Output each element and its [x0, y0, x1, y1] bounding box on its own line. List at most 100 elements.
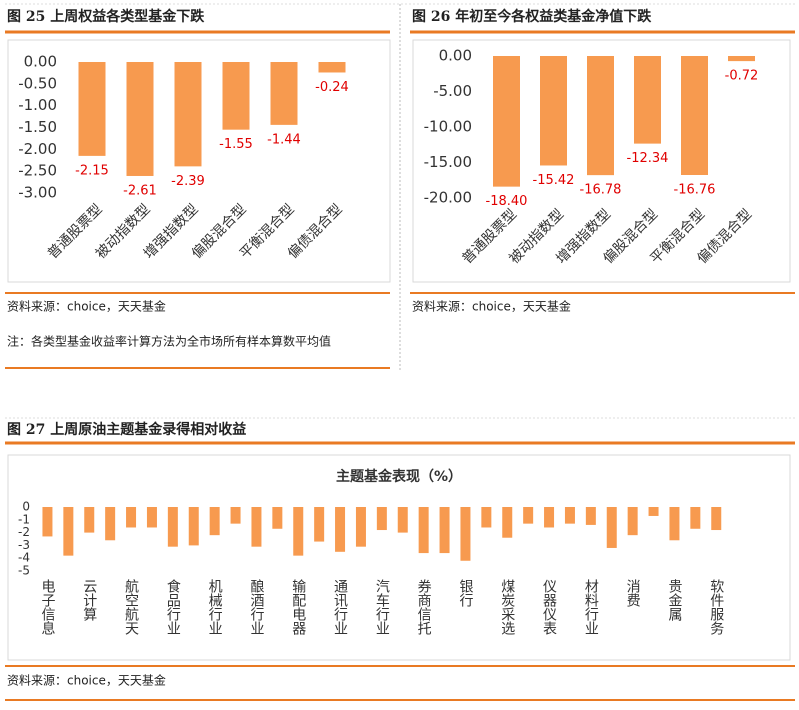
x-tick-label: 通讯行业 — [332, 579, 348, 635]
x-tick-label: 航空航天 — [123, 579, 139, 635]
data-label: -15.42 — [533, 173, 575, 188]
x-tick-label: 电子信息 — [39, 579, 55, 635]
data-label: -2.61 — [123, 183, 157, 198]
bar — [627, 507, 638, 536]
bar — [493, 56, 520, 187]
x-tick-label: 输配电器 — [290, 579, 306, 635]
bar — [270, 62, 298, 125]
bar — [376, 507, 387, 531]
y-tick-label: 0 — [22, 500, 30, 514]
figure-caption: 图 25 上周权益各类型基金下跌 — [7, 8, 205, 25]
x-tick-label: 软件服务 — [708, 579, 724, 635]
figure-caption: 图 26 年初至今各权益类基金净值下跌 — [412, 8, 652, 25]
bar — [230, 507, 241, 524]
bar — [460, 507, 471, 561]
note-text: 注：各类型基金收益率计算方法为全市场所有样本算数平均值 — [7, 334, 331, 349]
figure-caption: 图 27 上周原油主题基金录得相对收益 — [7, 421, 246, 438]
bar — [587, 56, 614, 176]
data-label: -2.39 — [171, 174, 205, 189]
source-rule — [5, 665, 795, 667]
chart-title: 主题基金表现（%） — [336, 468, 462, 485]
y-tick-label: 0.00 — [439, 47, 472, 65]
y-tick-label: -15.00 — [424, 153, 472, 171]
chart-frame — [7, 454, 791, 661]
source-text: 资料来源：choice，天天基金 — [7, 299, 166, 314]
y-tick-label: -1 — [18, 512, 30, 526]
x-tick-label: 材料行业 — [583, 579, 599, 635]
bar — [540, 56, 567, 166]
data-label: -0.24 — [315, 80, 349, 95]
data-label: -1.44 — [267, 132, 301, 147]
bar — [681, 56, 708, 175]
bar — [648, 507, 659, 516]
x-tick-label: 仪器仪表 — [541, 579, 557, 635]
bar — [544, 507, 555, 528]
source-rule — [410, 292, 795, 294]
y-tick-label: -2 — [18, 525, 30, 539]
x-tick-label: 云计算 — [81, 579, 97, 621]
bar — [314, 507, 325, 542]
bar — [222, 62, 250, 130]
bar — [209, 507, 220, 536]
data-label: -16.76 — [674, 182, 716, 197]
bar — [126, 507, 137, 528]
bar — [126, 62, 154, 176]
y-tick-label: -1.00 — [18, 96, 57, 114]
bar — [42, 507, 53, 537]
bar — [146, 507, 157, 528]
data-label: -12.34 — [627, 151, 669, 166]
data-label: -16.78 — [580, 183, 622, 198]
bar — [335, 507, 346, 552]
bar — [502, 507, 513, 538]
caption-rule — [5, 441, 795, 445]
data-label: -1.55 — [219, 137, 253, 152]
bar — [481, 507, 492, 528]
bar — [439, 507, 450, 554]
y-tick-label: -0.50 — [18, 74, 57, 92]
y-tick-label: -20.00 — [424, 189, 472, 207]
bar — [585, 507, 596, 525]
end-rule — [5, 367, 390, 369]
bar — [669, 507, 680, 541]
y-tick-label: -5 — [18, 564, 30, 578]
bar — [293, 507, 304, 556]
bar — [523, 507, 534, 524]
x-tick-label: 券商信托 — [416, 579, 432, 635]
bar — [174, 62, 202, 167]
x-tick-label: 机械行业 — [207, 579, 223, 635]
bar — [728, 56, 755, 62]
data-label: -0.72 — [725, 69, 759, 84]
bar — [272, 507, 283, 529]
y-tick-label: -5.00 — [433, 82, 472, 100]
source-rule — [5, 292, 390, 294]
bar — [418, 507, 429, 554]
y-tick-label: -4 — [18, 551, 30, 565]
source-text: 资料来源：choice，天天基金 — [7, 673, 166, 688]
bar — [606, 507, 617, 548]
bar — [690, 507, 701, 529]
source-text: 资料来源：choice，天天基金 — [412, 299, 571, 314]
bar — [355, 507, 366, 547]
y-tick-label: -2.00 — [18, 140, 57, 158]
y-tick-label: 0.00 — [24, 53, 57, 71]
bar — [397, 507, 408, 533]
x-tick-label: 银行 — [457, 579, 473, 608]
x-tick-label: 贵金属 — [666, 579, 682, 621]
y-tick-label: -3 — [18, 538, 30, 552]
bar — [78, 62, 106, 156]
x-tick-label: 酿酒行业 — [248, 579, 264, 635]
x-tick-label: 煤炭采选 — [499, 579, 515, 636]
y-tick-label: -2.50 — [18, 162, 57, 180]
bar — [188, 507, 199, 546]
bar — [634, 56, 661, 144]
bar — [167, 507, 178, 547]
y-tick-label: -10.00 — [424, 118, 472, 136]
bar — [63, 507, 74, 556]
x-tick-label: 消费 — [625, 579, 641, 607]
data-label: -2.15 — [75, 163, 109, 178]
bar — [84, 507, 95, 533]
x-tick-label: 汽车行业 — [374, 579, 390, 635]
bar — [318, 62, 346, 73]
